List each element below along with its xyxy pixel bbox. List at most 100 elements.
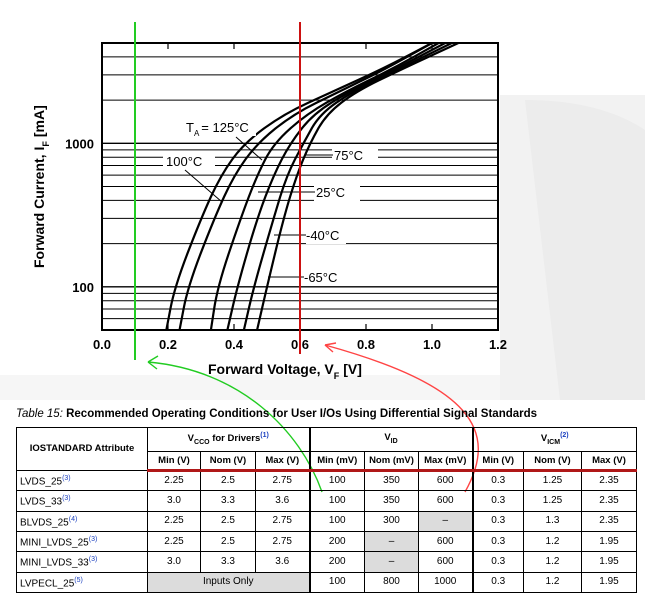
table-cell: 200 bbox=[308, 531, 365, 553]
table-cell: 600 bbox=[418, 490, 473, 512]
table-number: Table 15: bbox=[16, 408, 63, 420]
x-tick-label: 1.0 bbox=[423, 337, 441, 352]
table-cell: 3.3 bbox=[200, 490, 256, 512]
table-body: LVDS_25(3) 2.25 2.5 2.75 100 350 600 0.3 1.25 2.3… bbox=[16, 470, 637, 593]
table-cell: 1.95 bbox=[581, 531, 637, 553]
table-cell: 0.3 bbox=[471, 531, 524, 553]
col-subheader: Max (V) bbox=[581, 451, 637, 473]
y-tick-label: 1000 bbox=[65, 136, 94, 151]
col-header-vcco: VCCO for Drivers(1) bbox=[147, 426, 310, 453]
col-subheader: Min (V) bbox=[471, 451, 524, 473]
col-subheader: Max (V) bbox=[255, 451, 310, 473]
row-attribute: LVPECL_25(5) bbox=[16, 571, 148, 593]
table-cell: Inputs Only bbox=[147, 571, 310, 593]
table-cell: 1.2 bbox=[523, 551, 582, 573]
table-cell: 3.6 bbox=[255, 551, 310, 573]
curves bbox=[165, 43, 459, 330]
footnote-link[interactable]: (5) bbox=[74, 576, 83, 584]
table-cell: 100 bbox=[308, 470, 365, 492]
table-cell: 3.6 bbox=[255, 490, 310, 512]
row-attribute: LVDS_33(3) bbox=[16, 490, 148, 512]
series-curve-25°C bbox=[226, 43, 446, 330]
curve-annotations: TA = 125°C 100°C 75°C 25°C -40°C -65°C bbox=[163, 116, 378, 286]
table-cell: 100 bbox=[308, 571, 365, 593]
table-cell: 600 bbox=[418, 551, 473, 573]
footnote-link[interactable]: (3) bbox=[62, 495, 71, 503]
table-cell: 3.0 bbox=[147, 551, 201, 573]
annotation-minus40c: -40°C bbox=[306, 228, 339, 243]
series-curve-100°C bbox=[178, 43, 433, 330]
table-cell: 2.25 bbox=[147, 470, 201, 492]
annotation-100c: 100°C bbox=[166, 154, 202, 169]
col-header-vid: VID bbox=[308, 426, 473, 453]
table-row: MINI_LVDS_25(3) 2.25 2.5 2.75 200–600 0.3 1.2 1… bbox=[16, 531, 637, 553]
table-cell: 2.5 bbox=[200, 470, 256, 492]
y-tick-label: 100 bbox=[72, 280, 94, 295]
x-tick-label: 1.2 bbox=[489, 337, 507, 352]
series-curve-125°C bbox=[165, 43, 433, 330]
col-header-attribute: IOSTANDARD Attribute bbox=[16, 426, 148, 472]
table-cell: – bbox=[364, 551, 419, 573]
table-cell: 1.25 bbox=[523, 490, 582, 512]
footnote-link[interactable]: (3) bbox=[62, 475, 71, 483]
table-cell: 800 bbox=[364, 571, 419, 593]
table-row: MINI_LVDS_33(3) 3.0 3.3 3.6 200–600 0.3 1.2 1.9… bbox=[16, 551, 637, 573]
table-row: LVPECL_25(5) Inputs Only 100 800 1000 0.3 1.2 1… bbox=[16, 571, 637, 593]
x-tick-label: 0.2 bbox=[159, 337, 177, 352]
table-cell: 2.5 bbox=[200, 510, 256, 533]
row-attribute: MINI_LVDS_25(3) bbox=[16, 531, 148, 553]
table-cell: 350 bbox=[364, 490, 419, 512]
row-attribute: BLVDS_25(4) bbox=[16, 510, 148, 533]
col-subheader: Min (V) bbox=[147, 451, 201, 473]
x-tick-label: 0.8 bbox=[357, 337, 375, 352]
table-cell: 1.2 bbox=[523, 531, 582, 553]
table-row: LVDS_25(3) 2.25 2.5 2.75 100 350 600 0.3 1.25 2.3… bbox=[16, 470, 637, 492]
table-cell: 2.75 bbox=[255, 470, 310, 492]
annotation-ta-125: TA = 125°C bbox=[186, 120, 249, 138]
table-cell: 1.95 bbox=[581, 551, 637, 573]
footnote-link[interactable]: (3) bbox=[88, 536, 98, 544]
table-cell: 1.25 bbox=[523, 470, 582, 492]
table-cell: 200 bbox=[308, 551, 365, 573]
footnote-link[interactable]: (3) bbox=[88, 556, 98, 564]
series-curve-75°C bbox=[209, 43, 440, 330]
table-cell: 2.35 bbox=[581, 510, 637, 533]
table-cell: 100 bbox=[308, 510, 365, 533]
background-decoration bbox=[0, 95, 645, 400]
table-cell: 0.3 bbox=[471, 490, 524, 512]
row-attribute: LVDS_25(3) bbox=[16, 470, 148, 492]
series-curve--65°C bbox=[256, 43, 459, 330]
table-cell: 2.5 bbox=[200, 531, 256, 553]
table-cell: 2.35 bbox=[581, 470, 637, 492]
table-header-row: IOSTANDARD Attribute VCCO for Drivers(1)… bbox=[16, 426, 637, 472]
col-subheader: Max (mV) bbox=[418, 451, 473, 473]
table-title: Recommended Operating Conditions for Use… bbox=[66, 408, 538, 420]
table-cell: 350 bbox=[364, 470, 419, 492]
table-cell: – bbox=[418, 510, 473, 533]
table-cell: 2.75 bbox=[255, 510, 310, 533]
table-cell: 3.3 bbox=[200, 551, 256, 573]
col-subheader: Nom (mV) bbox=[364, 451, 419, 473]
table-row: BLVDS_25(4) 2.25 2.5 2.75 100 300–0.3 1.3 2.35 bbox=[16, 510, 637, 533]
table-cell: 0.3 bbox=[471, 571, 524, 593]
table-cell: 2.25 bbox=[147, 531, 201, 553]
x-tick-label: 0.0 bbox=[93, 337, 111, 352]
table-row: LVDS_33(3) 3.0 3.3 3.6 100 350 600 0.3 1.25 2.35 bbox=[16, 490, 637, 512]
row-attribute: MINI_LVDS_33(3) bbox=[16, 551, 148, 573]
table-cell: 2.25 bbox=[147, 510, 201, 533]
table-cell: 2.75 bbox=[255, 531, 310, 553]
table-cell: 1.3 bbox=[523, 510, 582, 533]
annotation-75c: 75°C bbox=[334, 148, 363, 163]
table-cell: 0.3 bbox=[471, 551, 524, 573]
x-tick-label: 0.4 bbox=[225, 337, 244, 352]
differential-standards-table: IOSTANDARD Attribute VCCO for Drivers(1)… bbox=[16, 426, 637, 593]
col-subheader: Nom (V) bbox=[523, 451, 582, 473]
col-header-vicm: VICM(2) bbox=[471, 426, 637, 453]
footnote-link[interactable]: (4) bbox=[68, 515, 78, 523]
table-caption: Table 15: Recommended Operating Conditio… bbox=[16, 408, 537, 420]
table-cell: 600 bbox=[418, 470, 473, 492]
table-subheader-row: Min (V) Nom (V) Max (V) Min (mV) Nom (mV) Max… bbox=[17, 451, 637, 473]
table-cell: 300 bbox=[364, 510, 419, 533]
